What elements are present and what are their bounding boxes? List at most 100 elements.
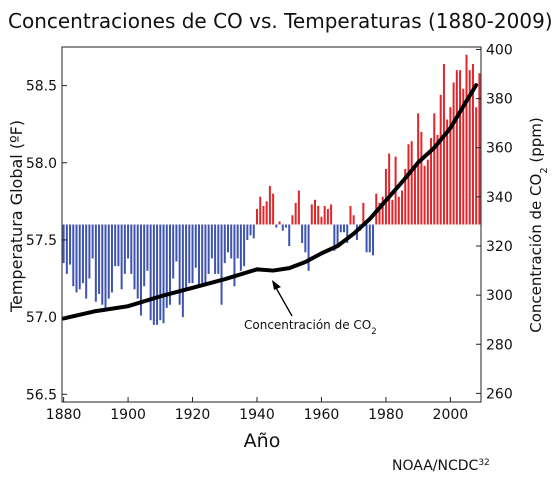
temperature-bar-1883 [72, 224, 75, 287]
source-credit-main: NOAA/NCDC [392, 458, 479, 474]
co2-point-1990 [416, 160, 420, 164]
temperature-bar-1908 [152, 224, 155, 325]
temperature-bar-1948 [281, 224, 284, 231]
temperature-bar-1882 [69, 224, 72, 265]
temperature-bar-2006 [468, 70, 471, 225]
y-left-tick-label-58.0: 58.0 [26, 156, 57, 172]
co2-point-1975 [368, 217, 372, 221]
annotation-label-main: Concentración de CO [244, 318, 371, 332]
temperature-bar-1960 [320, 216, 323, 225]
co2-point-1970 [352, 232, 356, 236]
temperature-bar-1987 [407, 144, 410, 225]
temperature-bar-1899 [123, 224, 126, 274]
temperature-bar-1950 [288, 224, 291, 247]
temperature-bar-1959 [317, 205, 320, 225]
temperature-bar-1968 [346, 224, 349, 244]
temperature-bar-2009 [478, 73, 481, 225]
chart-title: Concentraciones de CO vs. Temperaturas (… [8, 9, 553, 33]
temperature-bar-1903 [136, 224, 139, 299]
temperature-bar-1958 [314, 199, 317, 225]
annotation-arrowhead [272, 280, 281, 290]
temperature-bar-2005 [465, 54, 468, 225]
y-left-tick-label-58.5: 58.5 [26, 79, 57, 95]
temperature-bar-1939 [252, 224, 255, 239]
temperature-bar-1894 [107, 224, 110, 299]
temperature-bar-1949 [285, 224, 287, 228]
temperature-bar-1945 [272, 193, 275, 225]
temperature-bar-1982 [391, 199, 394, 225]
source-credit: NOAA/NCDC32 [392, 458, 490, 474]
temperature-bar-1933 [233, 224, 236, 287]
temperature-bar-1969 [349, 205, 352, 225]
temperature-bar-1997 [439, 94, 442, 225]
temperature-bar-1991 [420, 131, 423, 225]
temperature-bars [62, 54, 481, 325]
temperature-bar-1920 [191, 224, 194, 284]
temperature-bar-1967 [343, 224, 346, 233]
y-left-tick-label-57.0: 57.0 [26, 310, 57, 326]
temperature-bar-1955 [304, 224, 307, 253]
temperature-bar-1891 [98, 224, 101, 294]
temperature-bar-1938 [249, 224, 252, 236]
temperature-bar-1944 [268, 185, 271, 225]
temperature-bar-1925 [207, 224, 210, 274]
co2-point-1940 [255, 267, 259, 271]
annotation-label: Concentración de CO2 [244, 318, 377, 337]
co2-point-1950 [287, 266, 291, 270]
temperature-bar-1984 [397, 196, 400, 225]
temperature-bar-1953 [297, 190, 300, 225]
temperature-bar-1931 [226, 224, 229, 253]
temperature-bar-1893 [104, 224, 107, 308]
co2-annotation: Concentración de CO2 [244, 280, 377, 337]
x-tick-label-1960: 1960 [304, 407, 340, 423]
temperature-bar-1923 [201, 224, 204, 284]
y-left-axis-label: Temperatura Global (ºF) [7, 120, 26, 313]
y-right-tick-label-400: 400 [486, 42, 513, 58]
temperature-bar-1911 [162, 224, 165, 324]
plot-border [61, 46, 482, 403]
temperature-bar-1915 [175, 224, 178, 262]
temperature-bar-1999 [446, 119, 449, 225]
temperature-bar-1927 [214, 224, 217, 274]
temperature-bar-1885 [78, 224, 81, 290]
temperature-bar-1954 [301, 224, 304, 244]
temperature-bar-1884 [75, 224, 78, 293]
plot-frame [61, 46, 482, 403]
co2-point-1900 [126, 304, 130, 308]
co2-point-1980 [384, 199, 388, 203]
annotation-label-subscript: 2 [371, 327, 376, 337]
temperature-bar-1919 [188, 224, 191, 284]
temperature-bar-1979 [381, 196, 384, 225]
temperature-bar-1926 [210, 224, 213, 259]
temperature-bar-1951 [291, 215, 294, 225]
temperature-bar-1990 [417, 113, 420, 225]
temperature-bar-1995 [433, 113, 436, 225]
temperature-bar-1964 [333, 224, 336, 251]
temperature-bar-1909 [156, 224, 159, 325]
co2-point-1995 [432, 146, 436, 150]
y-right-axis-label-unit: (ppm) [527, 117, 545, 167]
temperature-bar-1975 [368, 224, 371, 253]
x-axis-ticks: 1880 1900 1920 1940 1960 1980 2000 [46, 397, 468, 423]
temperature-bar-2002 [455, 70, 458, 225]
temperature-bar-2004 [462, 88, 465, 225]
annotation-leader-line [274, 285, 293, 317]
temperature-bar-1917 [181, 224, 184, 318]
temperature-bar-1989 [413, 165, 416, 225]
temperature-bar-1978 [378, 202, 381, 225]
temperature-bar-1907 [149, 224, 152, 321]
temperature-bar-1937 [246, 224, 249, 240]
temperature-bar-2001 [452, 82, 455, 225]
temperature-bar-2008 [475, 107, 478, 225]
temperature-bar-1952 [294, 202, 297, 225]
temperature-bar-1904 [139, 224, 142, 316]
temperature-bar-2000 [449, 107, 452, 225]
temperature-bar-1921 [194, 224, 197, 268]
temperature-bar-1993 [426, 159, 429, 225]
temperature-bar-1918 [185, 224, 188, 290]
temperature-bar-1942 [262, 205, 265, 225]
co2-series [61, 83, 479, 321]
temperature-bar-1895 [110, 224, 113, 293]
y-right-tick-label-260: 260 [486, 386, 513, 402]
